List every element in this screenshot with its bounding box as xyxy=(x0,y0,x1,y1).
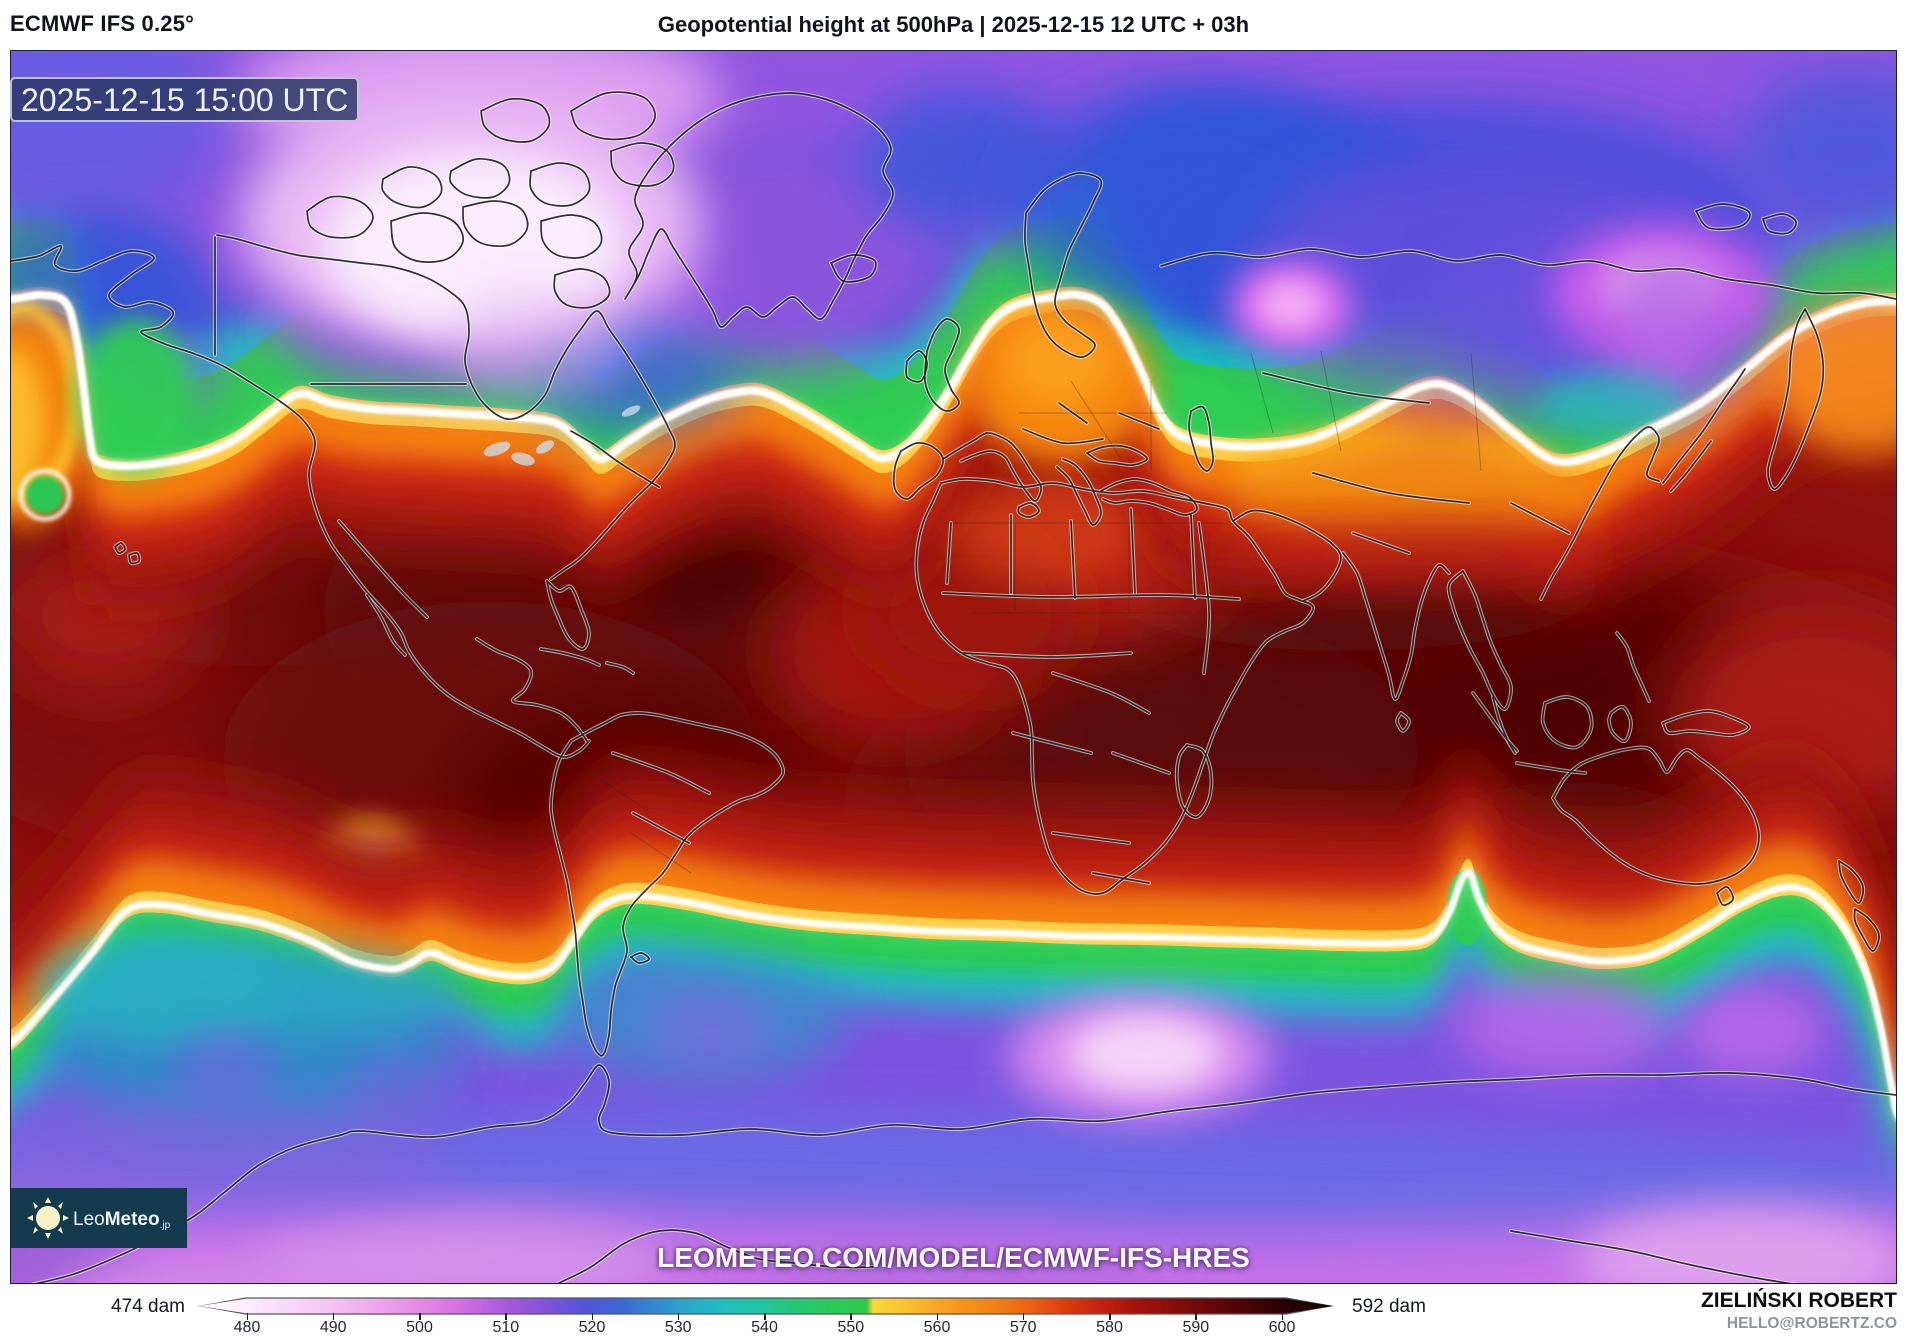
svg-text:LeoMeteo.jp: LeoMeteo.jp xyxy=(73,1209,171,1231)
